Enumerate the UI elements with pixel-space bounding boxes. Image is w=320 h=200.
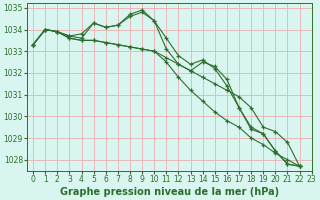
X-axis label: Graphe pression niveau de la mer (hPa): Graphe pression niveau de la mer (hPa) bbox=[60, 187, 279, 197]
